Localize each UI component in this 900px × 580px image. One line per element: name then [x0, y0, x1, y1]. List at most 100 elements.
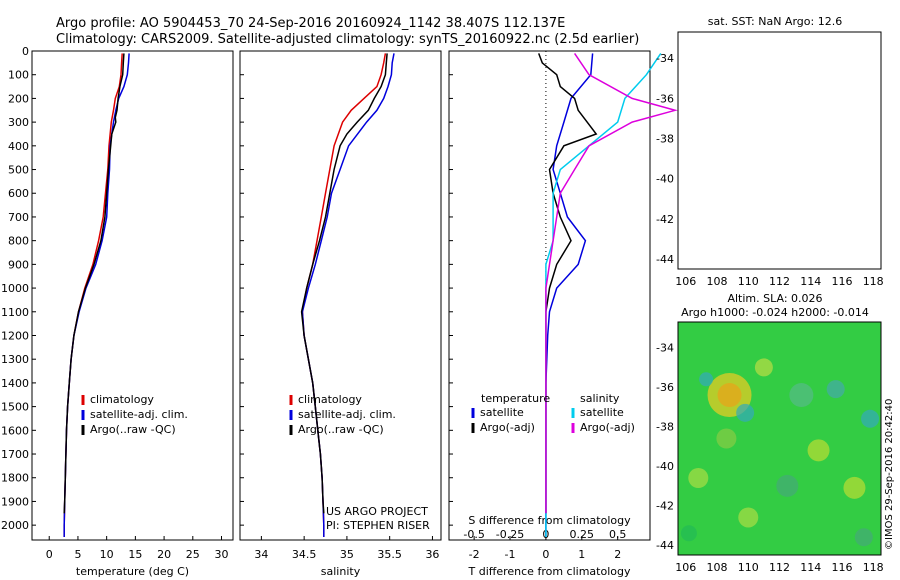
- sla-lon-tick-label: 114: [800, 561, 821, 574]
- series-line-argo-raw-qc-: [63, 53, 125, 514]
- x-tick-label: 36: [425, 548, 439, 561]
- header-line2: Climatology: CARS2009. Satellite-adjuste…: [56, 32, 639, 47]
- sst-lat-tick-label: -42: [656, 213, 674, 226]
- sla-anomaly-blob: [738, 507, 759, 528]
- sst-lat-tick-label: -44: [656, 253, 674, 266]
- s-tick-label: -0.25: [496, 528, 524, 541]
- x-tick-label: 2: [614, 548, 621, 561]
- sla-map-subtitle: Argo h1000: -0.024 h2000: -0.014: [681, 306, 869, 319]
- sst-map-frame: [677, 31, 882, 270]
- legend-label: Argo(-adj): [480, 421, 535, 434]
- series-line-climatology: [301, 53, 387, 537]
- depth-tick-label: 400: [8, 140, 29, 153]
- sla-anomaly-blob: [861, 409, 880, 428]
- depth-tick-label: 1800: [1, 472, 29, 485]
- sla-lon-tick-label: 112: [769, 561, 790, 574]
- s-tick-label: 0.25: [570, 528, 595, 541]
- depth-tick-label: 600: [8, 187, 29, 200]
- series-line-satellite-adj-clim-: [63, 53, 130, 537]
- depth-tick-label: 1300: [1, 353, 29, 366]
- sst-lon-tick-label: 108: [707, 275, 728, 288]
- sla-anomaly-blob: [754, 358, 773, 377]
- legend-label: satellite: [480, 406, 524, 419]
- header-line1: Argo profile: AO 5904453_70 24-Sep-2016 …: [56, 16, 565, 31]
- sla-anomaly-blob: [776, 474, 799, 497]
- depth-tick-label: 100: [8, 69, 29, 82]
- series-line-satellite-adj-clim-: [301, 53, 395, 537]
- depth-tick-label: 1700: [1, 448, 29, 461]
- sst-lat-tick-label: -36: [656, 92, 674, 105]
- sla-lon-tick-label: 116: [831, 561, 852, 574]
- sla-anomaly-blob: [807, 439, 830, 462]
- sst-lon-tick-label: 118: [863, 275, 884, 288]
- sst-lat-tick-label: -40: [656, 173, 674, 186]
- difference-panel-frame: [448, 50, 651, 541]
- depth-tick-label: 500: [8, 164, 29, 177]
- sla-anomaly-blob: [680, 525, 697, 542]
- temperature-panel-frame: [31, 50, 234, 541]
- sst-lon-tick-label: 106: [675, 275, 696, 288]
- x-tick-label: 5: [74, 548, 81, 561]
- sst-lon-tick-label: 116: [831, 275, 852, 288]
- sla-lat-tick-label: -42: [656, 500, 674, 513]
- x-tick-label: 30: [215, 548, 229, 561]
- project-annotation: US ARGO PROJECT: [326, 505, 428, 518]
- x-tick-label: 10: [100, 548, 114, 561]
- x-tick-label: 20: [157, 548, 171, 561]
- salinity-panel-frame: [239, 50, 442, 541]
- sla-lat-tick-label: -44: [656, 539, 674, 552]
- depth-tick-label: 1200: [1, 329, 29, 342]
- sla-lat-tick-label: -36: [656, 381, 674, 394]
- x-tick-label: 0: [542, 548, 549, 561]
- series-line-satellite: [545, 53, 594, 537]
- x-tick-label: -1: [505, 548, 516, 561]
- s-axis-label: S difference from climatology: [468, 514, 631, 527]
- sst-lat-tick-label: -34: [656, 52, 674, 65]
- sla-heatmap: [680, 358, 880, 547]
- x-tick-label: 15: [128, 548, 142, 561]
- x-tick-label: 35.5: [377, 548, 402, 561]
- depth-tick-label: 1600: [1, 424, 29, 437]
- sla-anomaly-blob: [854, 528, 873, 547]
- x-tick-label: 35: [340, 548, 354, 561]
- x-axis-label: salinity: [321, 565, 361, 578]
- sla-heatmap-background: [678, 322, 881, 555]
- s-tick-label: 0.5: [609, 528, 627, 541]
- x-tick-label: 34.5: [292, 548, 317, 561]
- sla-lon-tick-label: 106: [675, 561, 696, 574]
- legend-label: satellite-adj. clim.: [90, 408, 188, 421]
- x-tick-label: -2: [469, 548, 480, 561]
- sla-lon-tick-label: 118: [863, 561, 884, 574]
- sst-lat-tick-label: -38: [656, 132, 674, 145]
- sla-lat-tick-label: -34: [656, 342, 674, 355]
- sst-lon-tick-label: 112: [769, 275, 790, 288]
- x-axis-label: T difference from climatology: [468, 565, 631, 578]
- sla-lon-tick-label: 108: [707, 561, 728, 574]
- sla-map-frame: [677, 321, 882, 556]
- depth-tick-label: 700: [8, 211, 29, 224]
- depth-tick-label: 1500: [1, 401, 29, 414]
- sst-lon-tick-label: 114: [800, 275, 821, 288]
- sla-lat-tick-label: -40: [656, 460, 674, 473]
- sla-anomaly-blob: [736, 403, 755, 422]
- sst-map-title: sat. SST: NaN Argo: 12.6: [708, 15, 842, 28]
- series-line-argo-adj-: [545, 52, 678, 514]
- sla-anomaly-blob: [826, 380, 845, 399]
- depth-tick-label: 1100: [1, 306, 29, 319]
- x-tick-label: 1: [578, 548, 585, 561]
- project-annotation: PI: STEPHEN RISER: [326, 519, 430, 532]
- sla-anomaly-blob: [688, 467, 709, 488]
- sla-lon-tick-label: 110: [738, 561, 759, 574]
- depth-tick-label: 300: [8, 116, 29, 129]
- x-tick-label: 25: [186, 548, 200, 561]
- sla-anomaly-blob: [789, 383, 814, 408]
- s-tick-label: -0.5: [463, 528, 484, 541]
- sla-anomaly-blob: [716, 428, 737, 449]
- depth-tick-label: 800: [8, 235, 29, 248]
- credit-text: ©IMOS 29-Sep-2016 20:42:40: [884, 399, 895, 550]
- legend-label: satellite-adj. clim.: [298, 408, 396, 421]
- sla-anomaly-blob: [699, 372, 714, 387]
- x-axis-label: temperature (deg C): [76, 565, 189, 578]
- sla-lat-tick-label: -38: [656, 421, 674, 434]
